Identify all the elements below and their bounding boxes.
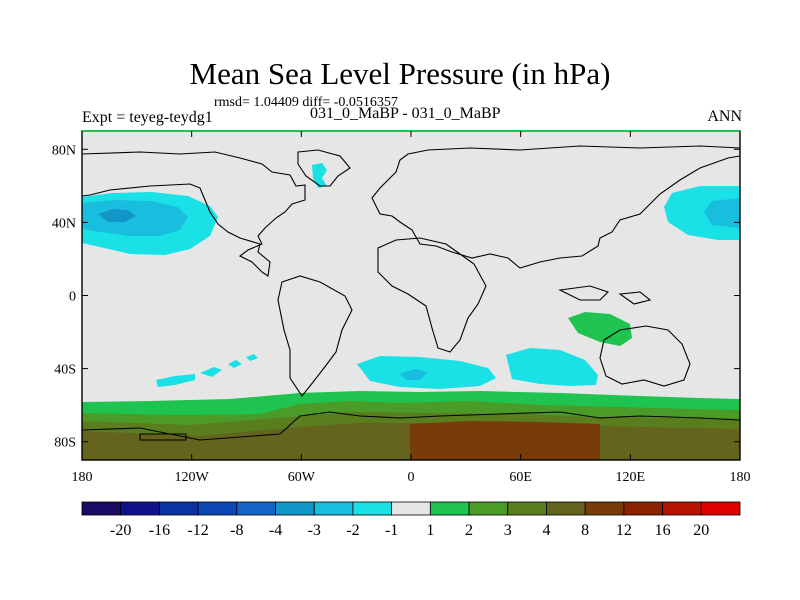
eurasia-outline xyxy=(371,145,740,269)
colorbar-label: 2 xyxy=(465,522,473,539)
colorbar-swatch xyxy=(197,501,238,516)
africa-outline xyxy=(377,237,487,353)
indian-ocean-high xyxy=(568,312,632,346)
rmsd-diff-stats: rmsd= 1.04409 diff= -0.0516357 xyxy=(214,95,398,110)
north-pacific-low-east xyxy=(664,186,740,240)
y-tick-label: 80N xyxy=(52,143,76,158)
colorbar-swatch xyxy=(313,501,354,516)
antarctic-inlet-outline xyxy=(139,433,187,441)
x-tick-label: 0 xyxy=(408,470,415,485)
south-atlantic-low-core xyxy=(400,369,428,380)
antarctic-core-region xyxy=(410,421,600,460)
colorbar-label: -12 xyxy=(187,522,208,539)
y-tick-label: 40S xyxy=(54,363,76,378)
colorbar-label: 1 xyxy=(426,522,434,539)
colorbar-swatch xyxy=(275,501,315,516)
x-tick-label: 120E xyxy=(616,470,646,485)
colorbar-label: -4 xyxy=(269,522,282,539)
colorbar-swatch xyxy=(159,501,199,516)
colorbar-label: -1 xyxy=(385,522,398,539)
colorbar-label: -2 xyxy=(346,522,359,539)
colorbar-swatch xyxy=(546,501,586,516)
x-tick-label: 180 xyxy=(730,470,751,485)
australia-outline xyxy=(599,325,691,387)
colorbar-label: -3 xyxy=(308,522,321,539)
colorbar-swatch xyxy=(700,501,741,516)
season-label: ANN xyxy=(707,108,742,125)
y-axis: 80N 40N 0 40S 80S xyxy=(52,143,740,451)
south-indian-low xyxy=(506,348,598,386)
x-axis: 180 120W 60W 0 60E 120E 180 xyxy=(72,131,751,485)
y-tick-label: 40N xyxy=(52,216,76,231)
indonesia-outline xyxy=(558,285,652,305)
north-pacific-low-east-mid xyxy=(704,198,740,228)
south-america-outline xyxy=(277,275,353,397)
colorbar: -20 -16 -12 -8 -4 -3 -2 -1 1 2 3 4 8 12 16 20 xyxy=(81,501,741,539)
chart-title: Mean Sea Level Pressure (in hPa) xyxy=(189,56,611,91)
antarctica-outline xyxy=(82,411,740,441)
colorbar-swatch xyxy=(236,501,276,516)
y-tick-label: 80S xyxy=(54,436,76,451)
map-plot-area xyxy=(82,131,740,460)
north-pacific-low-core xyxy=(98,209,136,222)
x-tick-label: 120W xyxy=(175,470,210,485)
x-tick-label: 60E xyxy=(509,470,532,485)
colorbar-swatch xyxy=(391,501,431,516)
colorbar-label: 12 xyxy=(616,522,632,539)
colorbar-label: -16 xyxy=(149,522,170,539)
colorbar-label: -8 xyxy=(230,522,243,539)
colorbar-swatch xyxy=(584,501,625,516)
colorbar-label: 8 xyxy=(581,522,589,539)
colorbar-swatch xyxy=(81,501,122,516)
y-tick-label: 0 xyxy=(69,290,76,305)
colorbar-swatch xyxy=(429,501,470,516)
colorbar-label: 3 xyxy=(504,522,512,539)
north-america-outline xyxy=(82,151,306,277)
colorbar-swatch xyxy=(120,501,160,516)
colorbar-swatch xyxy=(352,501,393,516)
north-atlantic-patch xyxy=(312,163,327,188)
colorbar-label: 20 xyxy=(693,522,709,539)
south-pacific-spots xyxy=(156,354,258,387)
north-pacific-low-mid xyxy=(82,200,188,236)
colorbar-swatch xyxy=(507,501,547,516)
x-tick-label: 60W xyxy=(288,470,316,485)
greenland-outline xyxy=(297,149,351,187)
continent-outlines xyxy=(82,145,740,441)
colorbar-label: -20 xyxy=(110,522,131,539)
colorbar-label: 16 xyxy=(655,522,671,539)
x-tick-label: 180 xyxy=(72,470,93,485)
colorbar-label: 4 xyxy=(542,522,550,539)
case-comparison-label: 031_0_MaBP - 031_0_MaBP xyxy=(310,105,501,122)
experiment-label: Expt = teyeg-teydg1 xyxy=(82,109,213,126)
colorbar-swatch xyxy=(662,501,702,516)
colorbar-swatch xyxy=(468,501,509,516)
colorbar-swatch xyxy=(623,501,663,516)
